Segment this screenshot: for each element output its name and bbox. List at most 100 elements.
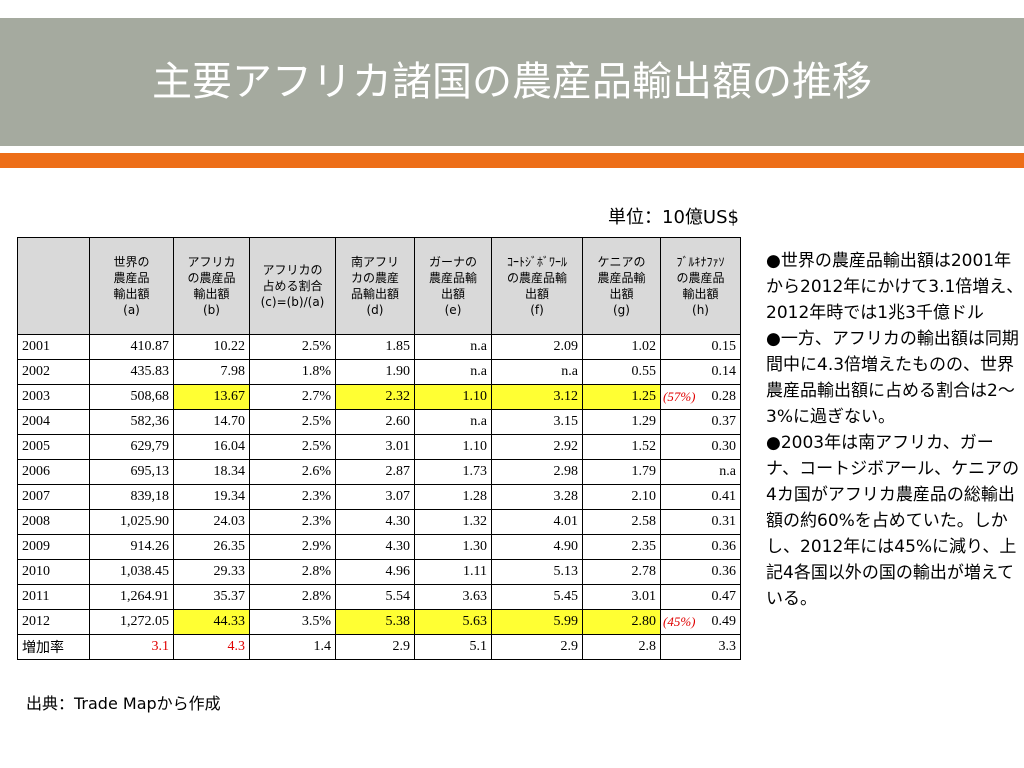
table-cell: 5.99 xyxy=(491,609,583,635)
table-row: 2007 839,18 19.34 2.3% 3.07 1.28 3.28 2.10 0.41 xyxy=(17,484,741,510)
title-bar: 主要アフリカ諸国の農産品輸出額の推移 xyxy=(0,18,1024,146)
table-cell: 0.55 xyxy=(582,359,661,385)
table-cell: 2.78 xyxy=(582,559,661,585)
table-cell: 2.8% xyxy=(249,559,336,585)
table-cell: 582,36 xyxy=(89,409,174,435)
row-label-cell: 2011 xyxy=(17,584,90,610)
table-cell: (45%) 0.49 xyxy=(660,609,741,635)
table-cell: 2.58 xyxy=(582,509,661,535)
table-cell: 2.3% xyxy=(249,484,336,510)
table-cell: 5.38 xyxy=(335,609,415,635)
table-cell: 508,68 xyxy=(89,384,174,410)
table-row: 2008 1,025.90 24.03 2.3% 4.30 1.32 4.01 2.58 0.3… xyxy=(17,509,741,535)
table-cell: 1.02 xyxy=(582,334,661,360)
table-cell: 2.9 xyxy=(491,634,583,660)
table-cell: 2.35 xyxy=(582,534,661,560)
row-label-cell: 2008 xyxy=(17,509,90,535)
table-row: 2005 629,79 16.04 2.5% 3.01 1.10 2.92 1.52 0.30 xyxy=(17,434,741,460)
table-cell: 18.34 xyxy=(173,459,250,485)
table-cell: 3.3 xyxy=(660,634,741,660)
table-cell: 4.01 xyxy=(491,509,583,535)
table-container: 世界の 農産品 輸出額 (a) アフリカ の農産品 輸出額 (b) アフリカの … xyxy=(17,237,741,660)
row-label-cell: 2005 xyxy=(17,434,90,460)
table-row: 増加率 3.1 4.3 1.4 2.9 5.1 2.9 2.8 3.3 xyxy=(17,634,741,660)
table-cell: 3.28 xyxy=(491,484,583,510)
table-cell: 5.1 xyxy=(414,634,492,660)
table-cell: 2.32 xyxy=(335,384,415,410)
header-cell: ガーナの 農産品輸 出額 (e) xyxy=(414,237,492,335)
table-cell: 0.31 xyxy=(660,509,741,535)
row-label-cell: 2004 xyxy=(17,409,90,435)
table-cell: 2.6% xyxy=(249,459,336,485)
table-cell: 1.11 xyxy=(414,559,492,585)
table-cell: 2.92 xyxy=(491,434,583,460)
table-cell: 629,79 xyxy=(89,434,174,460)
table-cell: 435.83 xyxy=(89,359,174,385)
bullet-item: ●一方、アフリカの輸出額は同期間中に4.3倍増えたものの、世界農産品輸出額に占め… xyxy=(766,329,1019,427)
table-cell: 2.9 xyxy=(335,634,415,660)
table-cell: 1,264.91 xyxy=(89,584,174,610)
table-cell: 1.90 xyxy=(335,359,415,385)
table-cell: 1,272.05 xyxy=(89,609,174,635)
table-cell: 5.54 xyxy=(335,584,415,610)
table-cell: 1.29 xyxy=(582,409,661,435)
table-cell: 2.8 xyxy=(582,634,661,660)
accent-bar xyxy=(0,153,1024,168)
table-cell: 1.28 xyxy=(414,484,492,510)
table-cell: (57%) 0.28 xyxy=(660,384,741,410)
row-label-cell: 2002 xyxy=(17,359,90,385)
table-cell: 1,038.45 xyxy=(89,559,174,585)
header-cell: ｺｰﾄｼﾞﾎﾞﾜｰﾙ の農産品輸 出額 (f) xyxy=(491,237,583,335)
table-cell: 695,13 xyxy=(89,459,174,485)
table-cell: 2.7% xyxy=(249,384,336,410)
header-cell: ﾌﾞﾙｷﾅﾌｧｿ の農産品 輸出額 (h) xyxy=(660,237,741,335)
table-cell: 3.01 xyxy=(335,434,415,460)
table-row: 2012 1,272.05 44.33 3.5% 5.38 5.63 5.99 2.80 (45… xyxy=(17,609,741,635)
table-row: 2009 914.26 26.35 2.9% 4.30 1.30 4.90 2.35 0.36 xyxy=(17,534,741,560)
table-cell: 1.30 xyxy=(414,534,492,560)
table-cell: 1.10 xyxy=(414,434,492,460)
table-cell: 3.01 xyxy=(582,584,661,610)
table-cell: 1.85 xyxy=(335,334,415,360)
table-cell: 0.37 xyxy=(660,409,741,435)
table-cell: 5.13 xyxy=(491,559,583,585)
table-cell: 4.3 xyxy=(173,634,250,660)
header-cell: アフリカ の農産品 輸出額 (b) xyxy=(173,237,250,335)
table-cell: 26.35 xyxy=(173,534,250,560)
row-label-cell: 2010 xyxy=(17,559,90,585)
table-cell: n.a xyxy=(414,359,492,385)
header-row: 世界の 農産品 輸出額 (a) アフリカ の農産品 輸出額 (b) アフリカの … xyxy=(17,237,741,335)
table-cell: 4.30 xyxy=(335,509,415,535)
table-cell: 13.67 xyxy=(173,384,250,410)
table-cell: 3.5% xyxy=(249,609,336,635)
header-cell: 世界の 農産品 輸出額 (a) xyxy=(89,237,174,335)
cell-value: 0.49 xyxy=(711,614,737,629)
table-cell: 4.96 xyxy=(335,559,415,585)
table-cell: 0.15 xyxy=(660,334,741,360)
table-cell: 16.04 xyxy=(173,434,250,460)
table-cell: 24.03 xyxy=(173,509,250,535)
row-label-cell: 2009 xyxy=(17,534,90,560)
table-cell: 14.70 xyxy=(173,409,250,435)
table-cell: 3.15 xyxy=(491,409,583,435)
table-cell: 44.33 xyxy=(173,609,250,635)
table-cell: 0.36 xyxy=(660,534,741,560)
table-cell: 1.25 xyxy=(582,384,661,410)
row-label-cell: 増加率 xyxy=(17,634,90,660)
table-cell: 2.5% xyxy=(249,434,336,460)
table-cell: 2.8% xyxy=(249,584,336,610)
export-table: 世界の 農産品 輸出額 (a) アフリカ の農産品 輸出額 (b) アフリカの … xyxy=(17,237,741,660)
table-cell: 2.60 xyxy=(335,409,415,435)
table-cell: 1.32 xyxy=(414,509,492,535)
table-cell: 0.41 xyxy=(660,484,741,510)
table-cell: 1.4 xyxy=(249,634,336,660)
table-cell: 2.98 xyxy=(491,459,583,485)
header-cell xyxy=(17,237,90,335)
table-cell: 5.45 xyxy=(491,584,583,610)
share-note: (45%) xyxy=(663,614,696,629)
row-label-cell: 2007 xyxy=(17,484,90,510)
table-cell: 1.10 xyxy=(414,384,492,410)
table-cell: 1,025.90 xyxy=(89,509,174,535)
table-row: 2001 410.87 10.22 2.5% 1.85 n.a 2.09 1.02 0.15 xyxy=(17,334,741,360)
table-cell: 35.37 xyxy=(173,584,250,610)
